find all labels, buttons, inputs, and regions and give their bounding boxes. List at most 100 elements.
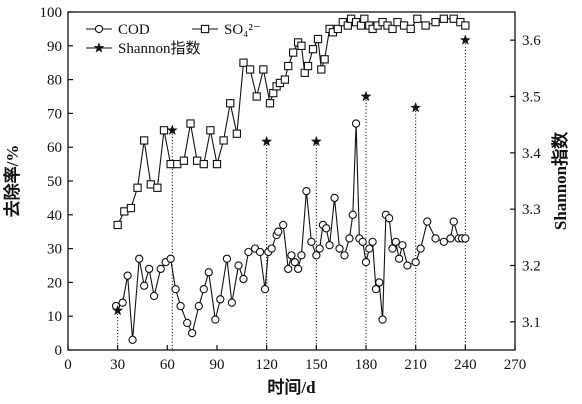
cod-point bbox=[222, 254, 232, 263]
cod-point bbox=[183, 318, 192, 328]
cod-point bbox=[315, 244, 324, 253]
legend-so4-marker bbox=[200, 24, 210, 34]
so4-point bbox=[303, 61, 313, 71]
so4-point bbox=[212, 159, 222, 169]
y2-tick-label: 3.5 bbox=[522, 90, 541, 106]
so4-point bbox=[421, 21, 430, 30]
so4-point bbox=[245, 65, 255, 74]
legend-shannon-label: Shannon指数 bbox=[118, 40, 201, 57]
cod-point bbox=[461, 234, 470, 243]
so4-point bbox=[320, 55, 329, 64]
so4-point bbox=[360, 14, 369, 23]
shannon-point bbox=[459, 34, 471, 45]
y2-axis-label: Shannon指数 bbox=[550, 131, 570, 230]
so4-point bbox=[226, 99, 235, 108]
y-tick-label: 100 bbox=[40, 5, 63, 21]
cod-point bbox=[365, 244, 374, 253]
so4-point bbox=[300, 68, 309, 77]
cod-point bbox=[227, 298, 237, 307]
cod-point bbox=[312, 251, 321, 260]
shannon-point bbox=[310, 135, 322, 147]
so4-point bbox=[431, 17, 440, 27]
so4-point bbox=[140, 136, 149, 145]
so4-point bbox=[297, 41, 306, 50]
cod-point bbox=[284, 264, 293, 274]
so4-point bbox=[343, 21, 352, 30]
cod-point bbox=[398, 241, 407, 250]
cod-point bbox=[199, 285, 208, 294]
cod-point bbox=[293, 264, 303, 274]
x-tick-label: 90 bbox=[210, 357, 225, 373]
so4-point bbox=[265, 99, 275, 108]
cod-point bbox=[166, 254, 175, 263]
so4-point bbox=[439, 14, 448, 23]
cod-point bbox=[340, 251, 349, 260]
cod-point bbox=[351, 119, 361, 128]
y-tick-label: 80 bbox=[47, 73, 62, 89]
y2-tick-label: 3.6 bbox=[522, 33, 541, 49]
cod-point bbox=[144, 264, 154, 274]
so4-point bbox=[413, 14, 422, 23]
cod-point bbox=[388, 244, 397, 253]
y-tick-label: 70 bbox=[47, 106, 62, 122]
y-tick-label: 10 bbox=[47, 309, 62, 325]
so4-point bbox=[239, 58, 248, 67]
so4-point bbox=[232, 129, 242, 138]
cod-point bbox=[135, 254, 144, 263]
so4-point bbox=[133, 183, 142, 192]
cod-point bbox=[325, 241, 334, 250]
x-tick-label: 120 bbox=[255, 357, 278, 373]
so4-point bbox=[461, 21, 470, 30]
cod-point bbox=[307, 237, 316, 246]
x-tick-label: 210 bbox=[404, 357, 427, 373]
cod-point bbox=[176, 301, 185, 311]
cod-point bbox=[378, 315, 387, 324]
cod-point bbox=[358, 237, 367, 246]
x-tick-label: 30 bbox=[110, 357, 125, 373]
so4-point bbox=[280, 75, 290, 84]
cod-point bbox=[274, 227, 283, 236]
cod-point bbox=[290, 257, 299, 267]
y2-tick-label: 3.4 bbox=[522, 146, 541, 162]
y-tick-label: 90 bbox=[47, 39, 62, 55]
cod-point bbox=[348, 210, 357, 219]
cod-point bbox=[371, 285, 381, 294]
cod-point bbox=[216, 295, 225, 304]
y-tick-label: 50 bbox=[47, 174, 62, 190]
x-tick-label: 270 bbox=[504, 357, 527, 373]
y-tick-label: 30 bbox=[47, 242, 62, 258]
legend-cod-label: COD bbox=[118, 22, 150, 38]
cod-point bbox=[431, 234, 440, 243]
so4-point bbox=[333, 24, 343, 34]
cod-point bbox=[375, 278, 384, 287]
legend-so4-label: SO₄²⁻ bbox=[224, 22, 261, 38]
cod-point bbox=[211, 315, 220, 324]
cod-point bbox=[302, 186, 311, 196]
so4-point bbox=[317, 65, 326, 74]
so4-point bbox=[126, 203, 136, 213]
so4-point bbox=[406, 24, 415, 34]
shannon-point bbox=[261, 135, 273, 147]
cod-point bbox=[204, 268, 213, 277]
x-tick-label: 150 bbox=[305, 357, 328, 373]
so4-point bbox=[153, 183, 162, 192]
cod-point bbox=[368, 237, 377, 246]
cod-point bbox=[128, 335, 137, 345]
so4-point bbox=[289, 48, 298, 57]
x-axis-label: 时间/d bbox=[267, 377, 316, 397]
shannon-point bbox=[112, 304, 124, 316]
so4-point bbox=[313, 34, 323, 44]
y-tick-label: 0 bbox=[55, 343, 63, 359]
shannon-point bbox=[360, 90, 372, 102]
cod-point bbox=[260, 285, 270, 294]
legend-shannon-marker bbox=[93, 42, 105, 53]
cod-point bbox=[118, 298, 127, 307]
cod-point bbox=[149, 291, 159, 301]
cod-point bbox=[411, 257, 420, 267]
x-tick-label: 180 bbox=[355, 357, 378, 373]
cod-point bbox=[255, 247, 265, 257]
so4-point bbox=[388, 24, 397, 34]
cod-point bbox=[394, 254, 404, 263]
